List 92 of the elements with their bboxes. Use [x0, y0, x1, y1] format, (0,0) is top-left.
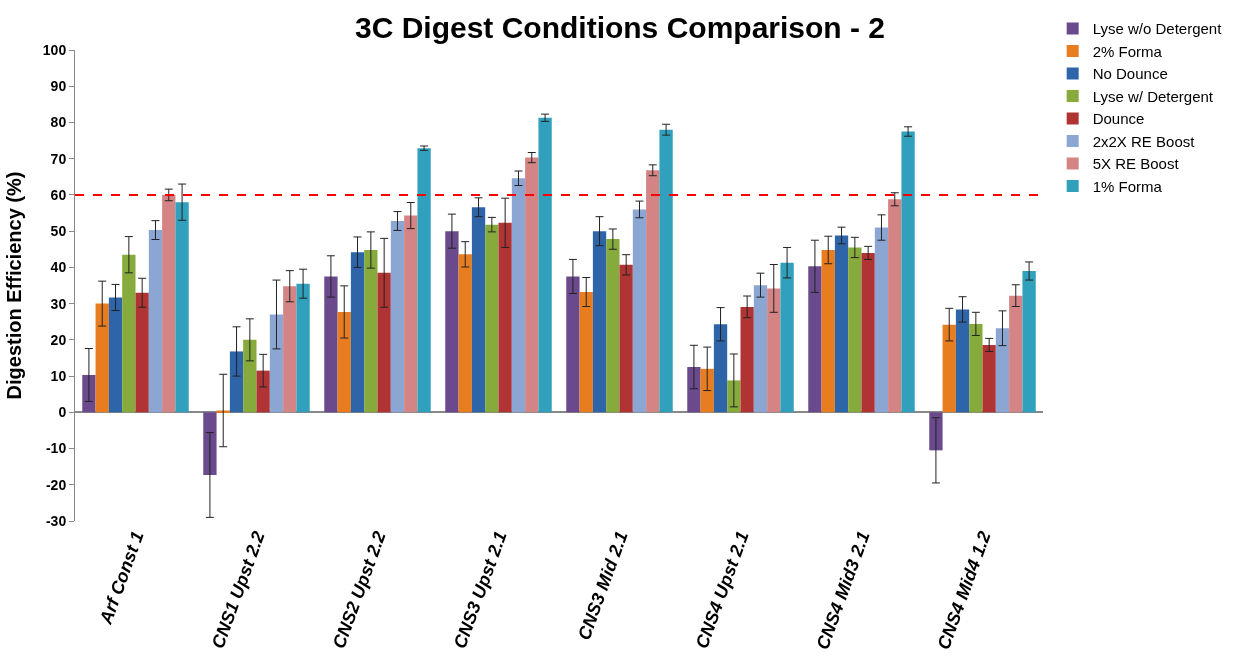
bar — [767, 288, 781, 413]
y-tick-label: 30 — [50, 295, 67, 312]
bar — [243, 339, 257, 413]
bar — [324, 276, 338, 413]
bar — [283, 286, 297, 413]
x-tick-label: Arf Const 1 — [95, 528, 148, 628]
y-tick-label: 10 — [50, 367, 67, 384]
x-tick-label: CNS3 Upst 2.1 — [449, 528, 511, 652]
bar — [861, 252, 875, 413]
x-tick-label: CNS4 Upst 2.1 — [691, 528, 753, 652]
y-tick-label: -10 — [45, 440, 67, 457]
y-tick-label: 20 — [50, 331, 67, 348]
bar — [485, 224, 499, 413]
bar — [525, 157, 539, 413]
y-tick-label: 80 — [50, 114, 67, 131]
bar — [135, 292, 149, 413]
bar — [808, 266, 822, 413]
bar — [417, 148, 431, 413]
bar — [269, 314, 284, 413]
bar — [632, 209, 647, 413]
bar — [659, 129, 673, 413]
bar — [874, 227, 889, 413]
bar — [646, 170, 660, 413]
y-tick-label: 70 — [50, 150, 67, 167]
y-tick-label: 50 — [50, 223, 67, 240]
x-tick-label: CNS4 Mid3 2.1 — [812, 528, 874, 653]
bar — [175, 202, 189, 413]
bar — [122, 254, 136, 413]
y-tick-label: 0 — [58, 404, 67, 421]
bar — [229, 351, 244, 413]
bar — [162, 194, 176, 413]
bar — [404, 215, 418, 413]
bar — [458, 254, 472, 413]
x-tick-label: CNS3 Mid 2.1 — [573, 528, 632, 643]
bar — [203, 412, 217, 475]
bar — [780, 262, 794, 413]
y-tick-label: -30 — [45, 512, 67, 529]
bar — [982, 344, 996, 413]
y-tick-label: 100 — [42, 41, 67, 58]
bar — [108, 297, 123, 413]
bar — [445, 231, 459, 413]
bar — [296, 283, 310, 413]
bar — [364, 249, 378, 413]
bar — [592, 231, 607, 413]
y-axis-title: Digestion Efficiency (%) — [3, 171, 26, 400]
bar — [256, 370, 270, 413]
bar — [955, 309, 970, 413]
legend-label: 2% Forma — [1092, 42, 1163, 60]
bar — [377, 272, 391, 413]
legend-label: Lyse w/o Detergent — [1092, 20, 1223, 38]
bar — [687, 367, 701, 413]
bar — [471, 207, 486, 413]
y-tick-label: -20 — [45, 476, 67, 493]
bar — [834, 235, 849, 413]
legend-label: Dounce — [1092, 110, 1145, 128]
bar — [969, 323, 983, 413]
y-tick-label: 40 — [50, 259, 67, 276]
bar — [901, 131, 915, 413]
bar — [511, 178, 526, 413]
bar — [95, 303, 109, 413]
bar — [337, 311, 351, 413]
y-tick-label: 60 — [50, 186, 67, 203]
x-tick-label: CNS1 Upst 2.2 — [207, 528, 269, 652]
bar — [848, 247, 862, 413]
legend-label: No Dounce — [1092, 65, 1168, 83]
chart-title: 3C Digest Conditions Comparison - 2 — [354, 10, 886, 44]
bar — [606, 239, 620, 413]
bar — [1009, 295, 1023, 413]
bar — [713, 324, 728, 413]
legend-label: 2x2X RE Boost — [1092, 132, 1196, 150]
bar — [148, 230, 163, 413]
y-tick-label: 90 — [50, 78, 67, 95]
bar — [538, 117, 552, 413]
bar — [619, 264, 633, 413]
legend-label: 1% Forma — [1092, 177, 1163, 195]
legend-label: Lyse w/ Detergent — [1092, 87, 1214, 105]
x-tick-label: CNS4 Mid4 1.2 — [933, 528, 995, 653]
bar — [350, 252, 365, 413]
bar — [700, 368, 714, 413]
bar — [498, 222, 512, 413]
bar — [1022, 271, 1036, 413]
legend-label: 5X RE Boost — [1092, 155, 1180, 173]
bar — [821, 249, 835, 413]
bar — [740, 306, 754, 413]
bar — [579, 292, 593, 413]
bar — [942, 324, 956, 413]
bar — [888, 199, 902, 413]
bar — [390, 221, 405, 413]
bar — [566, 276, 580, 413]
bar — [753, 285, 768, 413]
x-tick-label: CNS2 Upst 2.2 — [328, 528, 390, 652]
bar — [995, 328, 1010, 413]
